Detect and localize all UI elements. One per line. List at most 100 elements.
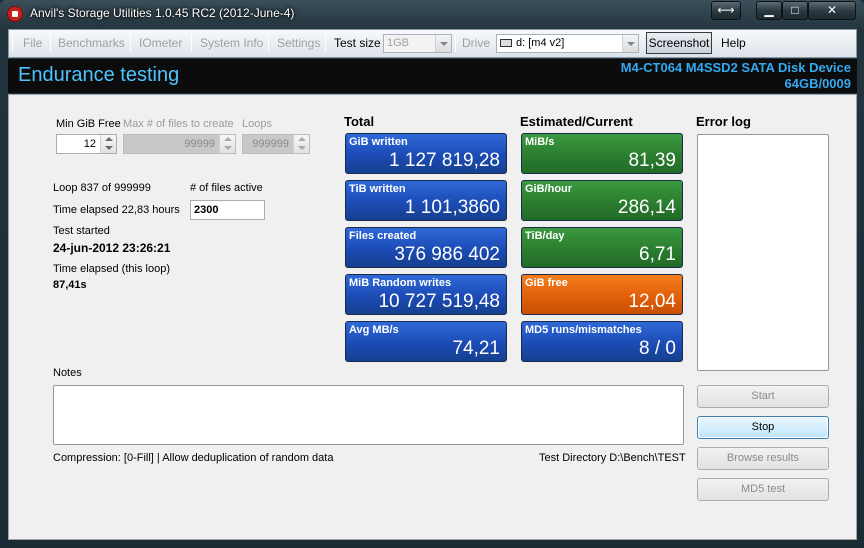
tile-tib-written: TiB written 1 101,3860 [345, 180, 507, 221]
resize-arrows-button[interactable]: ⟷ [711, 1, 741, 20]
tile-avg-mbs: Avg MB/s 74,21 [345, 321, 507, 362]
loop-elapsed-label: Time elapsed (this loop) [53, 263, 170, 275]
maximize-button[interactable]: □ [782, 1, 808, 20]
tile-title: TiB/day [525, 230, 565, 242]
chevron-down-icon[interactable] [622, 35, 638, 52]
minimize-button[interactable]: ▁ [756, 1, 782, 20]
tile-value: 74,21 [452, 338, 500, 359]
tile-value: 81,39 [628, 150, 676, 171]
tile-title: GiB written [349, 136, 408, 148]
notes-textarea[interactable] [53, 385, 684, 445]
max-files-stepper[interactable]: 99999 [123, 134, 236, 154]
test-size-value: 1GB [387, 37, 410, 49]
tile-value: 8 / 0 [639, 338, 676, 359]
minimize-icon: ▁ [764, 3, 774, 17]
tile-title: TiB written [349, 183, 406, 195]
drive-icon [500, 39, 512, 47]
toolbar-separator [50, 35, 51, 52]
drive-value: d: [m4 v2] [516, 37, 565, 49]
min-gib-free-value: 12 [83, 138, 96, 150]
tile-value: 1 127 819,28 [389, 150, 500, 171]
toolbar-separator [325, 35, 326, 52]
toolbar-separator [191, 35, 192, 52]
test-started-value: 24-jun-2012 23:26:21 [53, 241, 171, 255]
tile-gib-written: GiB written 1 127 819,28 [345, 133, 507, 174]
tile-value: 376 986 402 [394, 244, 500, 265]
loops-stepper[interactable]: 999999 [242, 134, 310, 154]
tile-gib-free: GiB free 12,04 [521, 274, 683, 315]
loop-counter: Loop 837 of 999999 [53, 182, 151, 194]
tile-value: 1 101,3860 [404, 197, 500, 218]
estimated-heading: Estimated/Current [520, 114, 633, 129]
toolbar-separator [268, 35, 269, 52]
close-button[interactable]: ✕ [808, 1, 856, 20]
browse-results-button[interactable]: Browse results [697, 447, 829, 470]
files-active-label: # of files active [190, 182, 263, 194]
tile-title: GiB/hour [525, 183, 573, 195]
total-heading: Total [344, 114, 375, 129]
toolbar: File Benchmarks IOmeter System Info Sett… [8, 29, 857, 58]
min-gib-free-stepper[interactable]: 12 [56, 134, 117, 154]
tile-title: GiB free [525, 277, 568, 289]
page-title: Endurance testing [18, 64, 180, 86]
tile-title: Avg MB/s [349, 324, 399, 336]
start-button[interactable]: Start [697, 385, 829, 408]
max-files-value: 99999 [184, 138, 215, 150]
compression-info: Compression: [0-Fill] | Allow deduplicat… [53, 452, 334, 464]
tile-md5-runs: MD5 runs/mismatches 8 / 0 [521, 321, 683, 362]
time-elapsed: Time elapsed 22,83 hours [53, 204, 180, 216]
menu-help[interactable]: Help [721, 36, 746, 50]
stop-button[interactable]: Stop [697, 416, 829, 439]
tile-gib-hour: GiB/hour 286,14 [521, 180, 683, 221]
error-log-box[interactable] [697, 134, 829, 371]
error-log-heading: Error log [696, 114, 751, 129]
menu-iometer[interactable]: IOmeter [139, 36, 183, 50]
page-header: Endurance testing M4-CT064 M4SSD2 SATA D… [8, 59, 857, 93]
menu-system-info[interactable]: System Info [200, 36, 264, 50]
anvil-app-icon[interactable] [7, 6, 23, 22]
device-model: M4-CT064 M4SSD2 SATA Disk Device [620, 60, 851, 75]
menu-settings[interactable]: Settings [277, 36, 321, 50]
loops-label: Loops [242, 118, 272, 130]
menu-benchmarks[interactable]: Benchmarks [58, 36, 125, 50]
toolbar-separator [12, 35, 13, 52]
tile-value: 6,71 [639, 244, 676, 265]
test-size-select[interactable]: 1GB [383, 34, 452, 53]
window-title: Anvil's Storage Utilities 1.0.45 RC2 (20… [30, 6, 295, 20]
max-files-label: Max # of files to create [123, 118, 234, 130]
files-active-field[interactable]: 2300 [190, 200, 265, 220]
main-panel: Min GiB Free 12 Max # of files to create… [8, 94, 857, 540]
up-down-arrows-icon[interactable] [219, 135, 235, 153]
double-arrow-icon: ⟷ [717, 3, 735, 17]
drive-label: Drive [462, 36, 491, 50]
title-bar[interactable]: Anvil's Storage Utilities 1.0.45 RC2 (20… [0, 0, 864, 28]
tile-mib-random-writes: MiB Random writes 10 727 519,48 [345, 274, 507, 315]
menu-file[interactable]: File [23, 36, 43, 50]
drive-select[interactable]: d: [m4 v2] [496, 34, 639, 53]
tile-title: MD5 runs/mismatches [525, 324, 642, 336]
tile-value: 10 727 519,48 [378, 291, 500, 312]
up-down-arrows-icon[interactable] [293, 135, 309, 153]
test-directory: Test Directory D:\Bench\TEST [539, 452, 686, 464]
tile-tib-day: TiB/day 6,71 [521, 227, 683, 268]
tile-title: MiB/s [525, 136, 555, 148]
tile-title: Files created [349, 230, 417, 242]
screenshot-button[interactable]: Screenshot [646, 32, 712, 54]
md5-test-button[interactable]: MD5 test [697, 478, 829, 501]
loop-elapsed-value: 87,41s [53, 279, 87, 291]
close-icon: ✕ [826, 3, 838, 17]
toolbar-separator [455, 35, 456, 52]
tile-value: 286,14 [617, 197, 676, 218]
toolbar-separator [130, 35, 131, 52]
test-size-label: Test size [334, 36, 381, 50]
tile-mibs: MiB/s 81,39 [521, 133, 683, 174]
chevron-down-icon[interactable] [435, 35, 451, 52]
tile-files-created: Files created 376 986 402 [345, 227, 507, 268]
min-gib-free-label: Min GiB Free [56, 118, 121, 130]
device-size: 64GB/0009 [784, 76, 852, 91]
tile-value: 12,04 [628, 291, 676, 312]
loops-value: 999999 [252, 138, 289, 150]
test-started-label: Test started [53, 225, 110, 237]
up-down-arrows-icon[interactable] [100, 135, 116, 153]
